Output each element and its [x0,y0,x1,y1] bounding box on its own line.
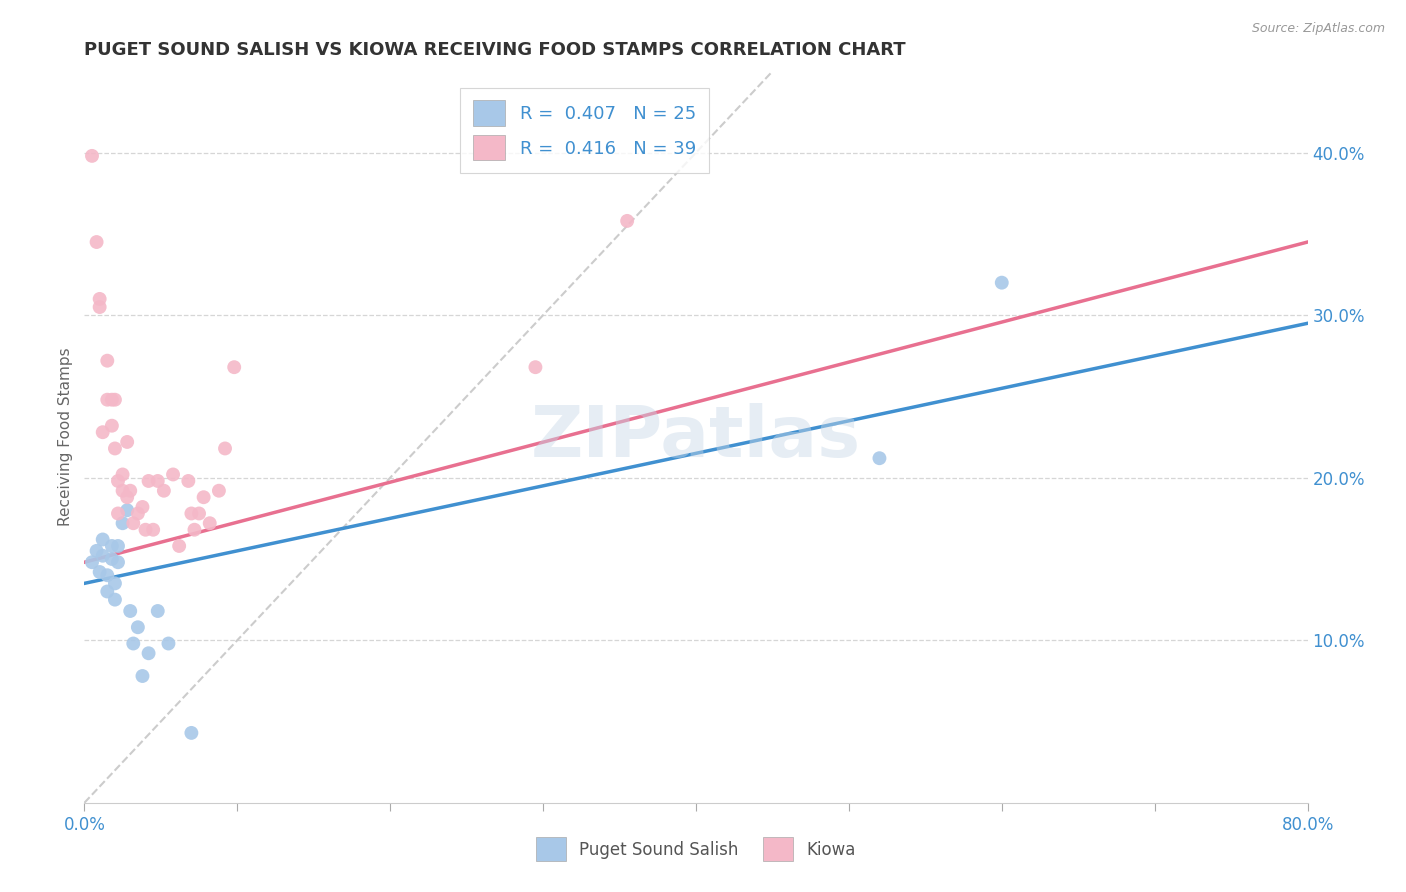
Point [193,490,215,504]
Point [104,592,127,607]
Point [86,235,108,249]
Point [80,555,103,569]
Point [89,300,111,314]
Point [120,604,142,618]
Point [122,516,145,531]
Point [111,483,134,498]
Point [107,507,129,521]
Point [96,568,118,582]
Point [111,516,134,531]
Point [146,474,169,488]
Point [869,451,891,466]
Text: PUGET SOUND SALISH VS KIOWA RECEIVING FOOD STAMPS CORRELATION CHART: PUGET SOUND SALISH VS KIOWA RECEIVING FO… [84,41,905,59]
Point [91,533,114,547]
Point [131,500,153,514]
Point [80,149,103,163]
Point [188,507,211,521]
Text: Source: ZipAtlas.com: Source: ZipAtlas.com [1251,22,1385,36]
Point [120,483,142,498]
Legend: Puget Sound Salish, Kiowa: Puget Sound Salish, Kiowa [529,830,863,868]
Point [104,576,127,591]
Point [107,474,129,488]
Point [198,516,221,531]
Point [107,555,129,569]
Point [101,552,124,566]
Point [138,474,160,488]
Point [131,669,153,683]
Point [111,467,134,482]
Point [96,392,118,407]
Point [177,474,200,488]
Point [524,360,547,375]
Point [115,503,138,517]
Point [91,549,114,563]
Point [138,646,160,660]
Point [96,353,118,368]
Point [107,539,129,553]
Point [96,584,118,599]
Point [991,276,1014,290]
Point [180,726,202,740]
Point [89,292,111,306]
Point [104,442,127,456]
Point [135,523,157,537]
Point [122,636,145,650]
Point [153,483,176,498]
Point [162,467,184,482]
Point [104,392,127,407]
Point [86,544,108,558]
Point [101,392,124,407]
Point [616,214,638,228]
Point [89,565,111,579]
Point [115,490,138,504]
Point [157,636,180,650]
Point [127,620,149,634]
Point [146,604,169,618]
Point [167,539,190,553]
Point [208,483,231,498]
Point [115,434,138,449]
Point [183,523,205,537]
Point [224,360,246,375]
Point [91,425,114,440]
Point [214,442,236,456]
Point [101,418,124,433]
Point [127,507,149,521]
Point [180,507,202,521]
Point [142,523,165,537]
Point [101,539,124,553]
Text: ZIPatlas: ZIPatlas [531,402,860,472]
Y-axis label: Receiving Food Stamps: Receiving Food Stamps [58,348,73,526]
